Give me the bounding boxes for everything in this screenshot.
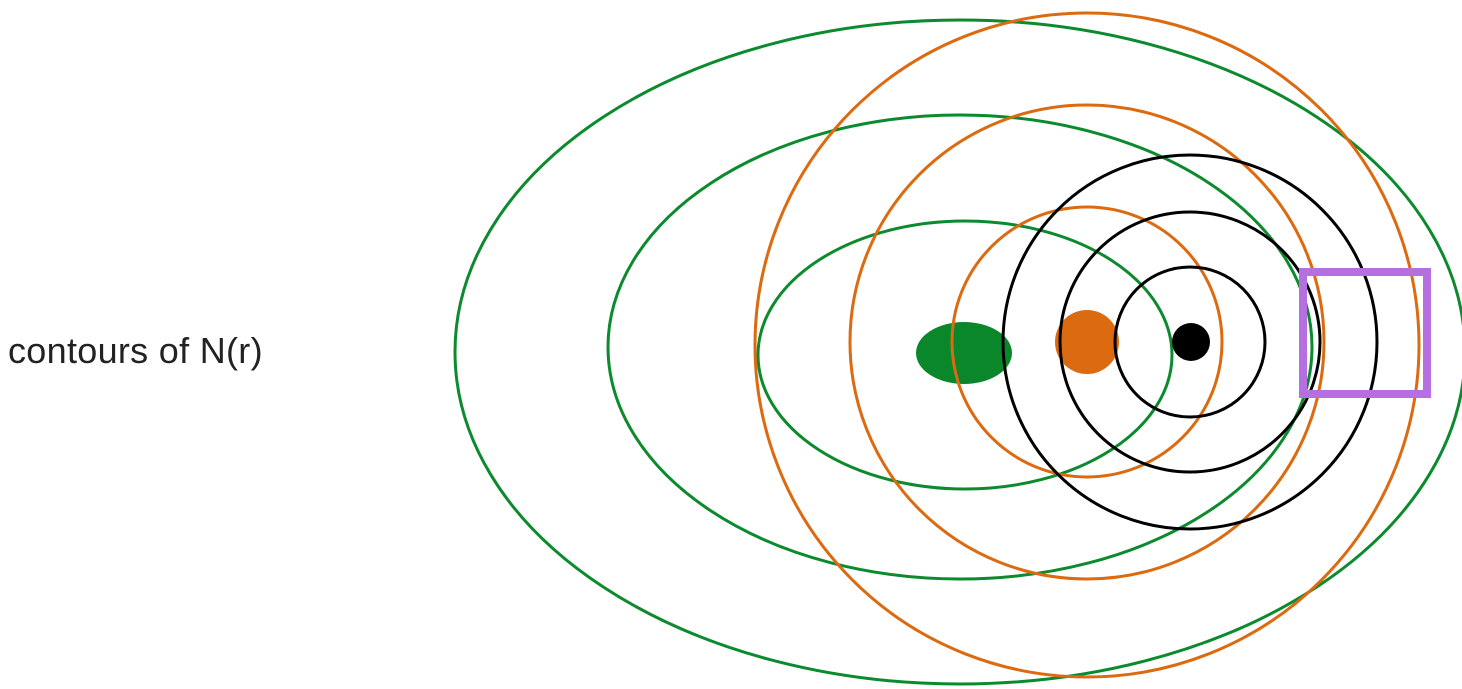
black-contours	[1001, 153, 1379, 531]
highlight-square	[1299, 268, 1431, 398]
green-contour-outer	[453, 18, 1462, 686]
green-center-marker	[916, 322, 1012, 384]
contours-caption: contours of N(r)	[8, 330, 263, 371]
black-contour-inner	[1113, 265, 1267, 419]
green-contours	[453, 18, 1462, 686]
orange-contour-inner	[950, 205, 1224, 479]
green-contour-inner	[756, 219, 1174, 491]
orange-center-marker	[1055, 310, 1119, 374]
green-contour-middle	[606, 113, 1314, 581]
black-center-marker	[1172, 323, 1210, 361]
black-contour-middle	[1058, 210, 1322, 474]
orange-contour-outer	[753, 11, 1421, 679]
orange-contour-middle	[848, 103, 1326, 581]
orange-contours	[753, 11, 1421, 679]
black-contour-outer	[1001, 153, 1379, 531]
